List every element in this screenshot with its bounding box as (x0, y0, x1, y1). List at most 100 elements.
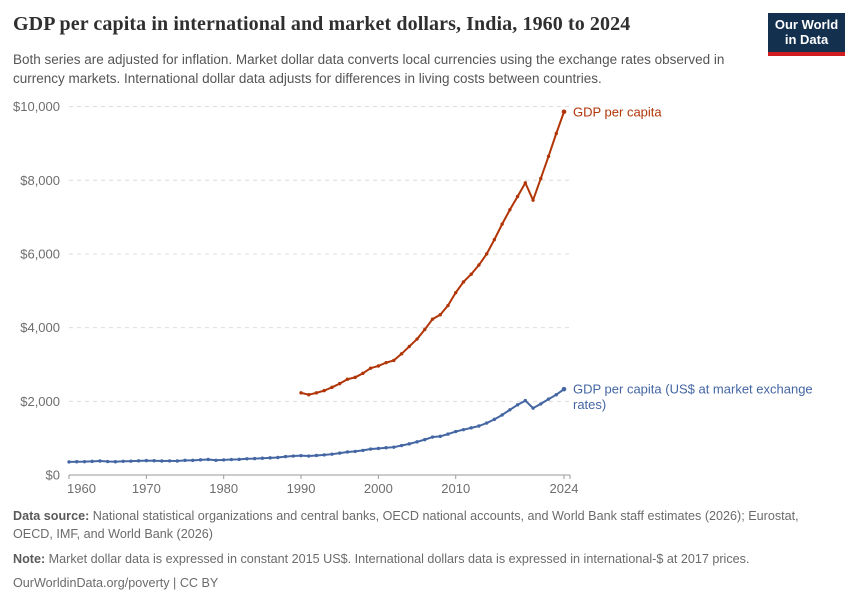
data-point[interactable] (338, 451, 342, 455)
data-point[interactable] (438, 313, 442, 317)
data-point[interactable] (523, 181, 528, 185)
data-point[interactable] (430, 317, 435, 321)
data-point[interactable] (484, 252, 489, 256)
data-point[interactable] (307, 392, 311, 397)
data-point[interactable] (546, 154, 551, 159)
data-point[interactable] (469, 426, 473, 430)
data-point[interactable] (446, 432, 450, 436)
data-point[interactable] (82, 459, 87, 464)
data-point[interactable] (561, 386, 567, 392)
data-point[interactable] (214, 458, 218, 462)
data-point[interactable] (376, 364, 381, 368)
data-point[interactable] (531, 198, 535, 202)
data-point[interactable] (345, 377, 350, 381)
data-point[interactable] (75, 460, 79, 464)
data-point[interactable] (361, 371, 365, 376)
data-point[interactable] (129, 459, 133, 463)
data-point[interactable] (407, 344, 412, 349)
data-point[interactable] (276, 455, 280, 460)
data-point[interactable] (368, 366, 373, 370)
data-point[interactable] (539, 402, 543, 406)
data-point[interactable] (307, 454, 311, 458)
data-point[interactable] (330, 385, 334, 390)
data-point[interactable] (299, 453, 303, 458)
data-point[interactable] (105, 459, 110, 464)
data-point[interactable] (353, 449, 357, 454)
data-point[interactable] (376, 446, 381, 451)
data-point[interactable] (515, 403, 520, 407)
data-point[interactable] (423, 437, 427, 442)
data-point[interactable] (461, 427, 466, 432)
data-point[interactable] (90, 459, 94, 464)
data-point[interactable] (314, 453, 319, 458)
data-point[interactable] (384, 360, 388, 365)
data-point[interactable] (423, 327, 427, 332)
data-point[interactable] (454, 429, 458, 434)
chart-area[interactable]: $0 $2,000 $4,000 $6,000 $8,000 $10,000 1960 197… (0, 90, 850, 505)
data-point[interactable] (492, 237, 497, 242)
data-point[interactable] (136, 459, 141, 463)
series-line[interactable] (300, 111, 565, 396)
owid-logo[interactable]: Our World in Data (768, 13, 845, 56)
data-point[interactable] (461, 280, 466, 284)
data-point[interactable] (484, 421, 489, 425)
data-point[interactable] (561, 109, 567, 115)
data-point[interactable] (477, 263, 481, 267)
data-point[interactable] (399, 443, 404, 448)
data-point[interactable] (531, 406, 535, 410)
data-point[interactable] (237, 457, 241, 462)
data-point[interactable] (175, 459, 179, 463)
data-point[interactable] (446, 303, 450, 308)
data-point[interactable] (152, 459, 156, 463)
data-point[interactable] (415, 440, 419, 444)
data-point[interactable] (345, 450, 350, 454)
line-chart[interactable]: $0 $2,000 $4,000 $6,000 $8,000 $10,000 1960 197… (0, 90, 850, 505)
data-point[interactable] (167, 459, 172, 463)
data-point[interactable] (554, 392, 558, 397)
data-point[interactable] (515, 194, 520, 199)
data-point[interactable] (283, 454, 288, 459)
data-point[interactable] (508, 408, 512, 412)
data-point[interactable] (160, 459, 164, 463)
data-point[interactable] (113, 460, 118, 464)
data-point[interactable] (206, 457, 210, 462)
data-point[interactable] (399, 352, 404, 356)
series-line[interactable] (68, 388, 565, 463)
data-point[interactable] (554, 131, 558, 136)
data-point[interactable] (252, 456, 257, 461)
data-point[interactable] (546, 397, 551, 401)
data-point[interactable] (384, 446, 388, 450)
data-point[interactable] (392, 445, 396, 449)
data-point[interactable] (183, 458, 187, 463)
data-point[interactable] (260, 456, 265, 460)
data-point[interactable] (500, 222, 504, 226)
data-point[interactable] (438, 434, 442, 439)
data-point[interactable] (299, 391, 303, 395)
data-point[interactable] (314, 391, 319, 395)
data-point[interactable] (67, 460, 71, 464)
data-point[interactable] (245, 457, 249, 461)
data-point[interactable] (268, 456, 272, 460)
data-point[interactable] (407, 442, 412, 446)
data-point[interactable] (144, 458, 149, 463)
data-point[interactable] (338, 381, 342, 386)
data-point[interactable] (353, 375, 357, 380)
data-point[interactable] (361, 448, 365, 453)
data-point[interactable] (508, 208, 512, 212)
data-point[interactable] (221, 458, 226, 462)
data-point[interactable] (477, 424, 481, 428)
data-point[interactable] (454, 290, 458, 295)
data-point[interactable] (430, 435, 435, 439)
data-point[interactable] (492, 417, 497, 422)
data-point[interactable] (322, 388, 326, 393)
data-point[interactable] (191, 458, 195, 463)
data-point[interactable] (330, 452, 334, 456)
data-point[interactable] (98, 459, 102, 463)
data-point[interactable] (229, 457, 234, 462)
data-point[interactable] (198, 458, 203, 462)
data-point[interactable] (121, 459, 125, 463)
data-point[interactable] (469, 272, 473, 276)
data-point[interactable] (322, 453, 326, 457)
data-point[interactable] (523, 398, 528, 403)
data-point[interactable] (368, 447, 373, 451)
